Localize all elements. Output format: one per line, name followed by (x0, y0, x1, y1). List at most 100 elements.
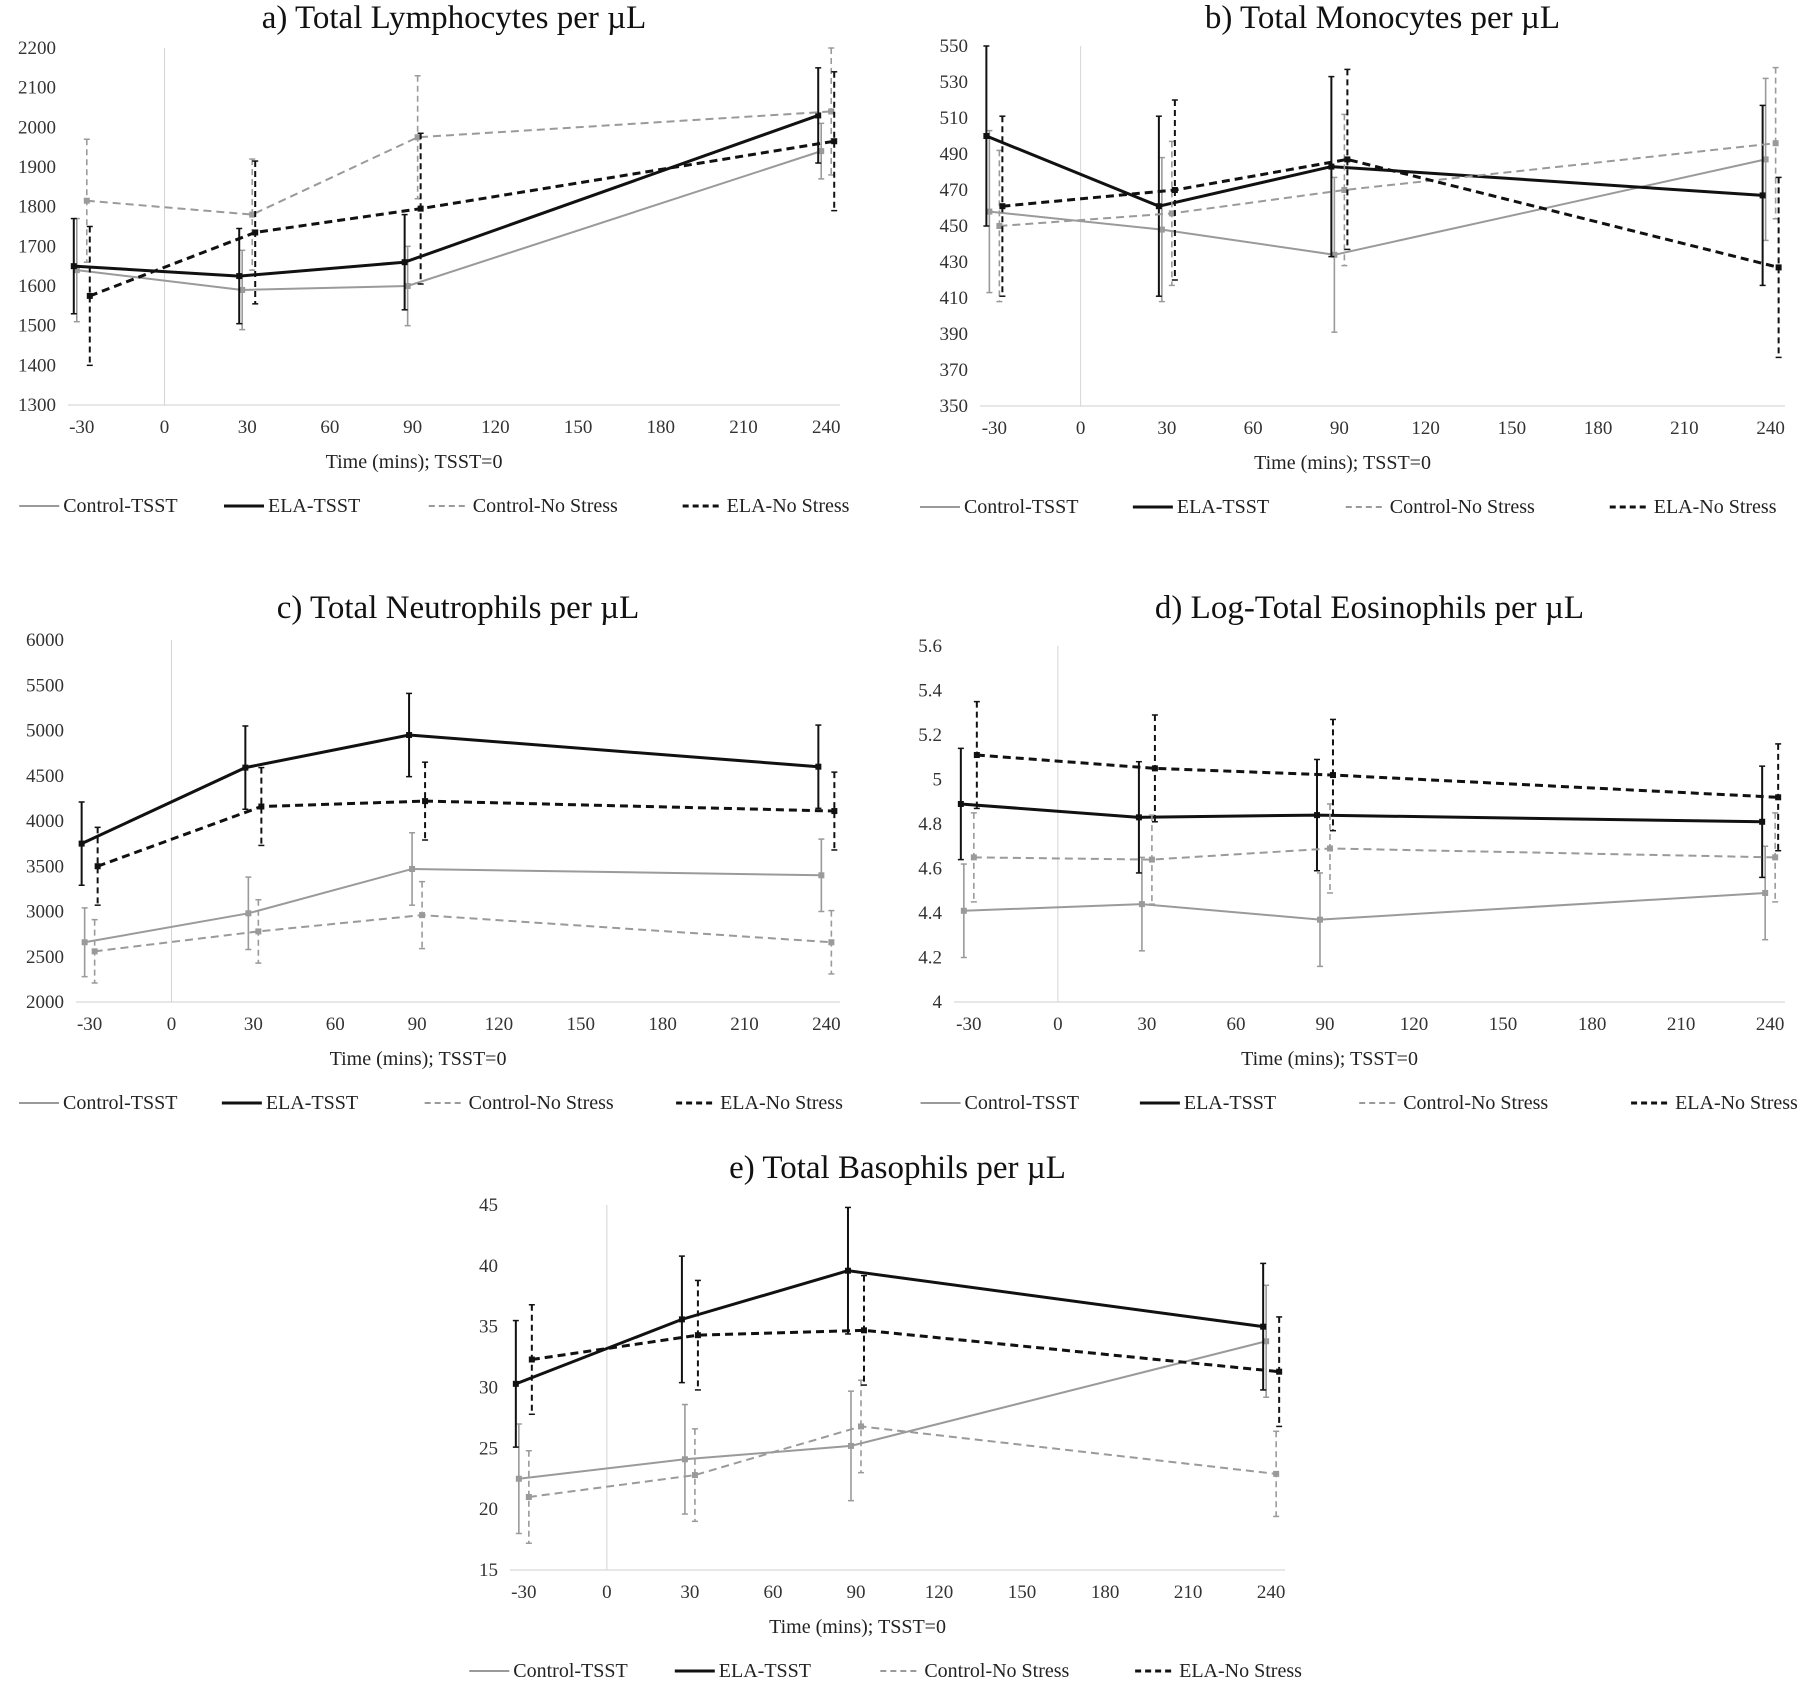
chart-svg: a) Total Lymphocytes per µL1300140015001… (18, 0, 850, 517)
series-control-tsst (515, 1284, 1270, 1535)
series-line-ela-no-stress (97, 799, 835, 868)
series-ela-no-stress (973, 700, 1782, 852)
y-tick-label: 25 (479, 1438, 498, 1459)
legend: Control-TSST ELA-TSST Control-No Stress ELA… (920, 1092, 1798, 1114)
data-point (996, 223, 1003, 229)
series-line-control-tsst (76, 150, 822, 291)
legend-entry: Control-TSST (964, 496, 1078, 518)
legend-entry: Control-TSST (63, 495, 177, 517)
y-tick-label: 4.8 (918, 814, 942, 835)
data-point (681, 1456, 688, 1463)
data-point (986, 208, 993, 215)
x-axis-label: Time (mins); TSST=0 (330, 1048, 507, 1070)
x-tick-label: 120 (485, 1014, 514, 1035)
series-line-control-tsst (84, 867, 822, 944)
data-point (828, 108, 835, 115)
series-control-no-stress (83, 47, 835, 271)
data-point (844, 1267, 851, 1274)
x-tick-label: -30 (69, 417, 94, 438)
y-tick-label: 2500 (26, 947, 64, 968)
data-point (94, 863, 101, 870)
data-point (1260, 1323, 1267, 1330)
y-tick-label: 1300 (18, 395, 56, 416)
data-point (401, 259, 408, 266)
y-tick-label: 4 (933, 992, 943, 1013)
y-tick-label: 20 (479, 1499, 498, 1520)
chart-panel-neutrophils: c) Total Neutrophils per µL 2000 2500 3000 3… (0, 590, 880, 1130)
x-tick-label: 90 (1315, 1014, 1334, 1035)
x-tick-label: 30 (244, 1014, 263, 1035)
y-tick-label: 450 (940, 216, 969, 237)
data-point (239, 286, 246, 293)
data-point (419, 912, 426, 919)
legend-entry: Control-TSST (513, 1660, 627, 1682)
legend-entry: ELA-TSST (1184, 1092, 1276, 1114)
data-point (999, 203, 1006, 210)
y-tick-label: 470 (940, 180, 969, 201)
data-point (515, 1475, 522, 1482)
y-tick-label: 2200 (18, 38, 56, 59)
y-tick-label: 390 (940, 324, 969, 345)
series-control-tsst (81, 832, 825, 978)
data-point (414, 134, 421, 141)
y-tick-label: 4000 (26, 811, 64, 832)
data-point (1151, 765, 1158, 772)
data-point (249, 211, 256, 218)
data-point (1331, 251, 1338, 258)
x-axis-label: Time (mins); TSST=0 (1254, 452, 1431, 474)
x-tick-label: -30 (511, 1582, 536, 1603)
x-tick-label: 30 (238, 417, 257, 438)
data-point (1341, 187, 1348, 193)
y-tick-label: 430 (940, 252, 969, 273)
data-point (1344, 156, 1351, 163)
series-ela-no-stress (94, 761, 838, 906)
y-tick-label: 6000 (26, 630, 64, 651)
data-point (1759, 192, 1766, 199)
x-tick-label: 120 (1400, 1014, 1429, 1035)
x-tick-label: 0 (167, 1014, 177, 1035)
data-point (1148, 856, 1155, 863)
y-tick-label: 4.6 (918, 859, 942, 880)
data-point (1772, 140, 1779, 147)
x-tick-label: -30 (956, 1014, 981, 1035)
y-tick-label: 2000 (26, 992, 64, 1013)
data-point (815, 112, 822, 119)
data-point (1316, 916, 1323, 923)
x-tick-label: -30 (77, 1014, 102, 1035)
series-ela-no-stress (86, 71, 838, 367)
data-point (528, 1356, 535, 1363)
series-line-control-tsst (963, 891, 1766, 921)
y-tick-label: 490 (940, 144, 969, 165)
data-point (1326, 845, 1333, 852)
x-tick-label: 120 (481, 417, 510, 438)
y-tick-label: 5000 (26, 721, 64, 742)
y-tick-label: 2100 (18, 78, 56, 99)
x-tick-label: 180 (1584, 418, 1613, 439)
y-tick-label: 3500 (26, 856, 64, 877)
series-line-control-no-stress (528, 1425, 1277, 1498)
legend-entry: ELA-TSST (1177, 496, 1269, 518)
legend-entry: Control-TSST (965, 1092, 1079, 1114)
x-tick-label: 90 (408, 1014, 427, 1035)
data-point (831, 138, 838, 145)
x-tick-label: 180 (647, 417, 676, 438)
legend-entry: Control-TSST (63, 1092, 177, 1114)
y-tick-label: 5.2 (918, 725, 942, 746)
data-point (512, 1380, 519, 1387)
y-tick-label: 1500 (18, 316, 56, 337)
chart-title: b) Total Monocytes per µL (1205, 0, 1560, 36)
y-tick-label: 45 (479, 1195, 498, 1216)
data-point (970, 854, 977, 861)
x-tick-label: 0 (602, 1582, 612, 1603)
x-tick-label: 90 (846, 1582, 865, 1603)
y-tick-label: 410 (940, 288, 969, 309)
x-tick-label: 0 (1076, 418, 1086, 439)
y-tick-label: 550 (940, 36, 969, 57)
data-point (70, 263, 77, 270)
chart-title: c) Total Neutrophils per µL (277, 590, 640, 626)
y-tick-label: 30 (479, 1378, 498, 1399)
data-point (1263, 1338, 1270, 1345)
data-point (983, 133, 990, 139)
x-tick-label: 30 (680, 1582, 699, 1603)
x-tick-label: 30 (1137, 1014, 1156, 1035)
